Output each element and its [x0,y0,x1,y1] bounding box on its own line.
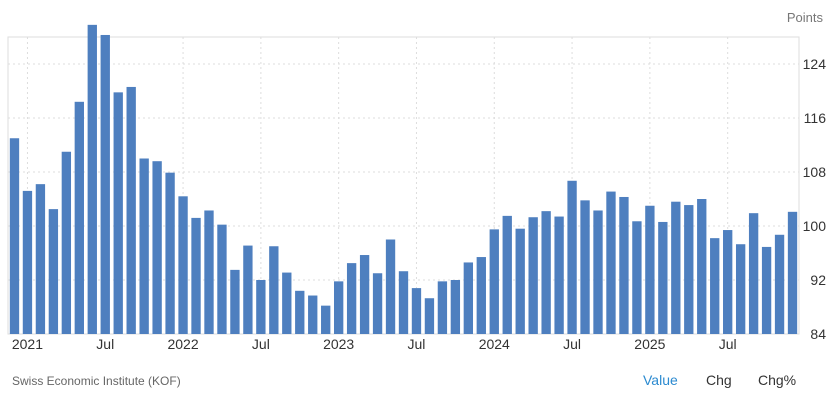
bar [217,224,227,334]
bar [204,210,214,334]
bar [632,221,642,334]
x-tick-label: Jul [96,336,114,352]
bar [735,244,746,334]
x-tick-label: 2023 [323,336,354,352]
bar [398,271,409,334]
y-tick-label: 84 [810,326,826,342]
bar [9,138,20,334]
bar [593,210,603,334]
bar [113,92,123,334]
chg-percent-button[interactable]: Chg% [758,372,797,388]
x-tick-label: 2024 [479,336,510,352]
bar [606,191,616,334]
bar [191,217,201,334]
chg-button[interactable]: Chg [706,372,732,388]
bar [22,190,33,334]
bar [567,180,577,334]
bar [165,172,175,334]
bar [74,101,84,334]
value-button[interactable]: Value [643,372,678,388]
bar [450,280,461,334]
bar [554,216,564,334]
bar [723,230,733,334]
bar [359,255,370,334]
bar [282,272,292,334]
bar [48,209,59,334]
x-tick-label: Jul [408,336,426,352]
bar [385,239,396,334]
bar [424,298,435,334]
bar [697,199,707,334]
bar [139,158,149,334]
bar [671,201,681,334]
bar [489,229,499,334]
bar [411,288,422,334]
bar [61,151,72,334]
bar [178,196,188,334]
bar [437,281,448,334]
y-tick-label: 124 [803,56,827,72]
bar [541,211,551,334]
bar [476,257,486,334]
bar [35,184,46,334]
x-tick-label: Jul [252,336,270,352]
bar [658,221,668,334]
x-tick-label: 2022 [167,336,198,352]
bar [787,211,798,334]
view-toggle-group: Value Chg Chg% [0,372,831,392]
bar [761,246,772,334]
x-tick-label: 2025 [634,336,665,352]
bar [100,34,110,334]
x-tick-label: 2021 [12,336,43,352]
bar [463,262,474,334]
bar [580,200,590,334]
bar [87,24,97,334]
y-tick-label: 92 [810,272,826,288]
bar-chart: 2021 Jul 2022 Jul 2023 Jul 2024 Jul 2025 Jul 84 92… [7,24,827,352]
x-axis-labels: 2021 Jul 2022 Jul 2023 Jul 2024 Jul 2025 Jul [12,336,737,352]
bar [256,280,266,334]
bar [372,273,383,334]
bar [515,228,525,334]
bar [308,295,318,334]
bar [346,263,357,334]
bar [619,196,629,334]
bar [230,269,240,334]
y-tick-label: 108 [803,164,827,180]
source-label: Swiss Economic Institute (KOF) [12,374,181,388]
bar [321,305,331,334]
bar [502,215,512,334]
bar [645,205,655,334]
bar [269,246,279,334]
y-tick-label: 116 [804,110,827,126]
bar [333,281,344,334]
bar [774,234,785,334]
bar [152,161,162,334]
x-tick-label: Jul [719,336,737,352]
bar [710,238,720,334]
y-tick-label: 100 [803,218,827,234]
unit-label: Points [786,10,823,25]
bar [243,245,253,334]
y-axis-labels: 84 92 100 108 116 124 [803,56,827,342]
bar [528,217,538,334]
x-tick-label: Jul [563,336,581,352]
bar [748,213,759,334]
chart-bars [9,24,798,334]
bar [684,205,694,334]
bar [126,86,136,334]
bar [295,290,305,334]
